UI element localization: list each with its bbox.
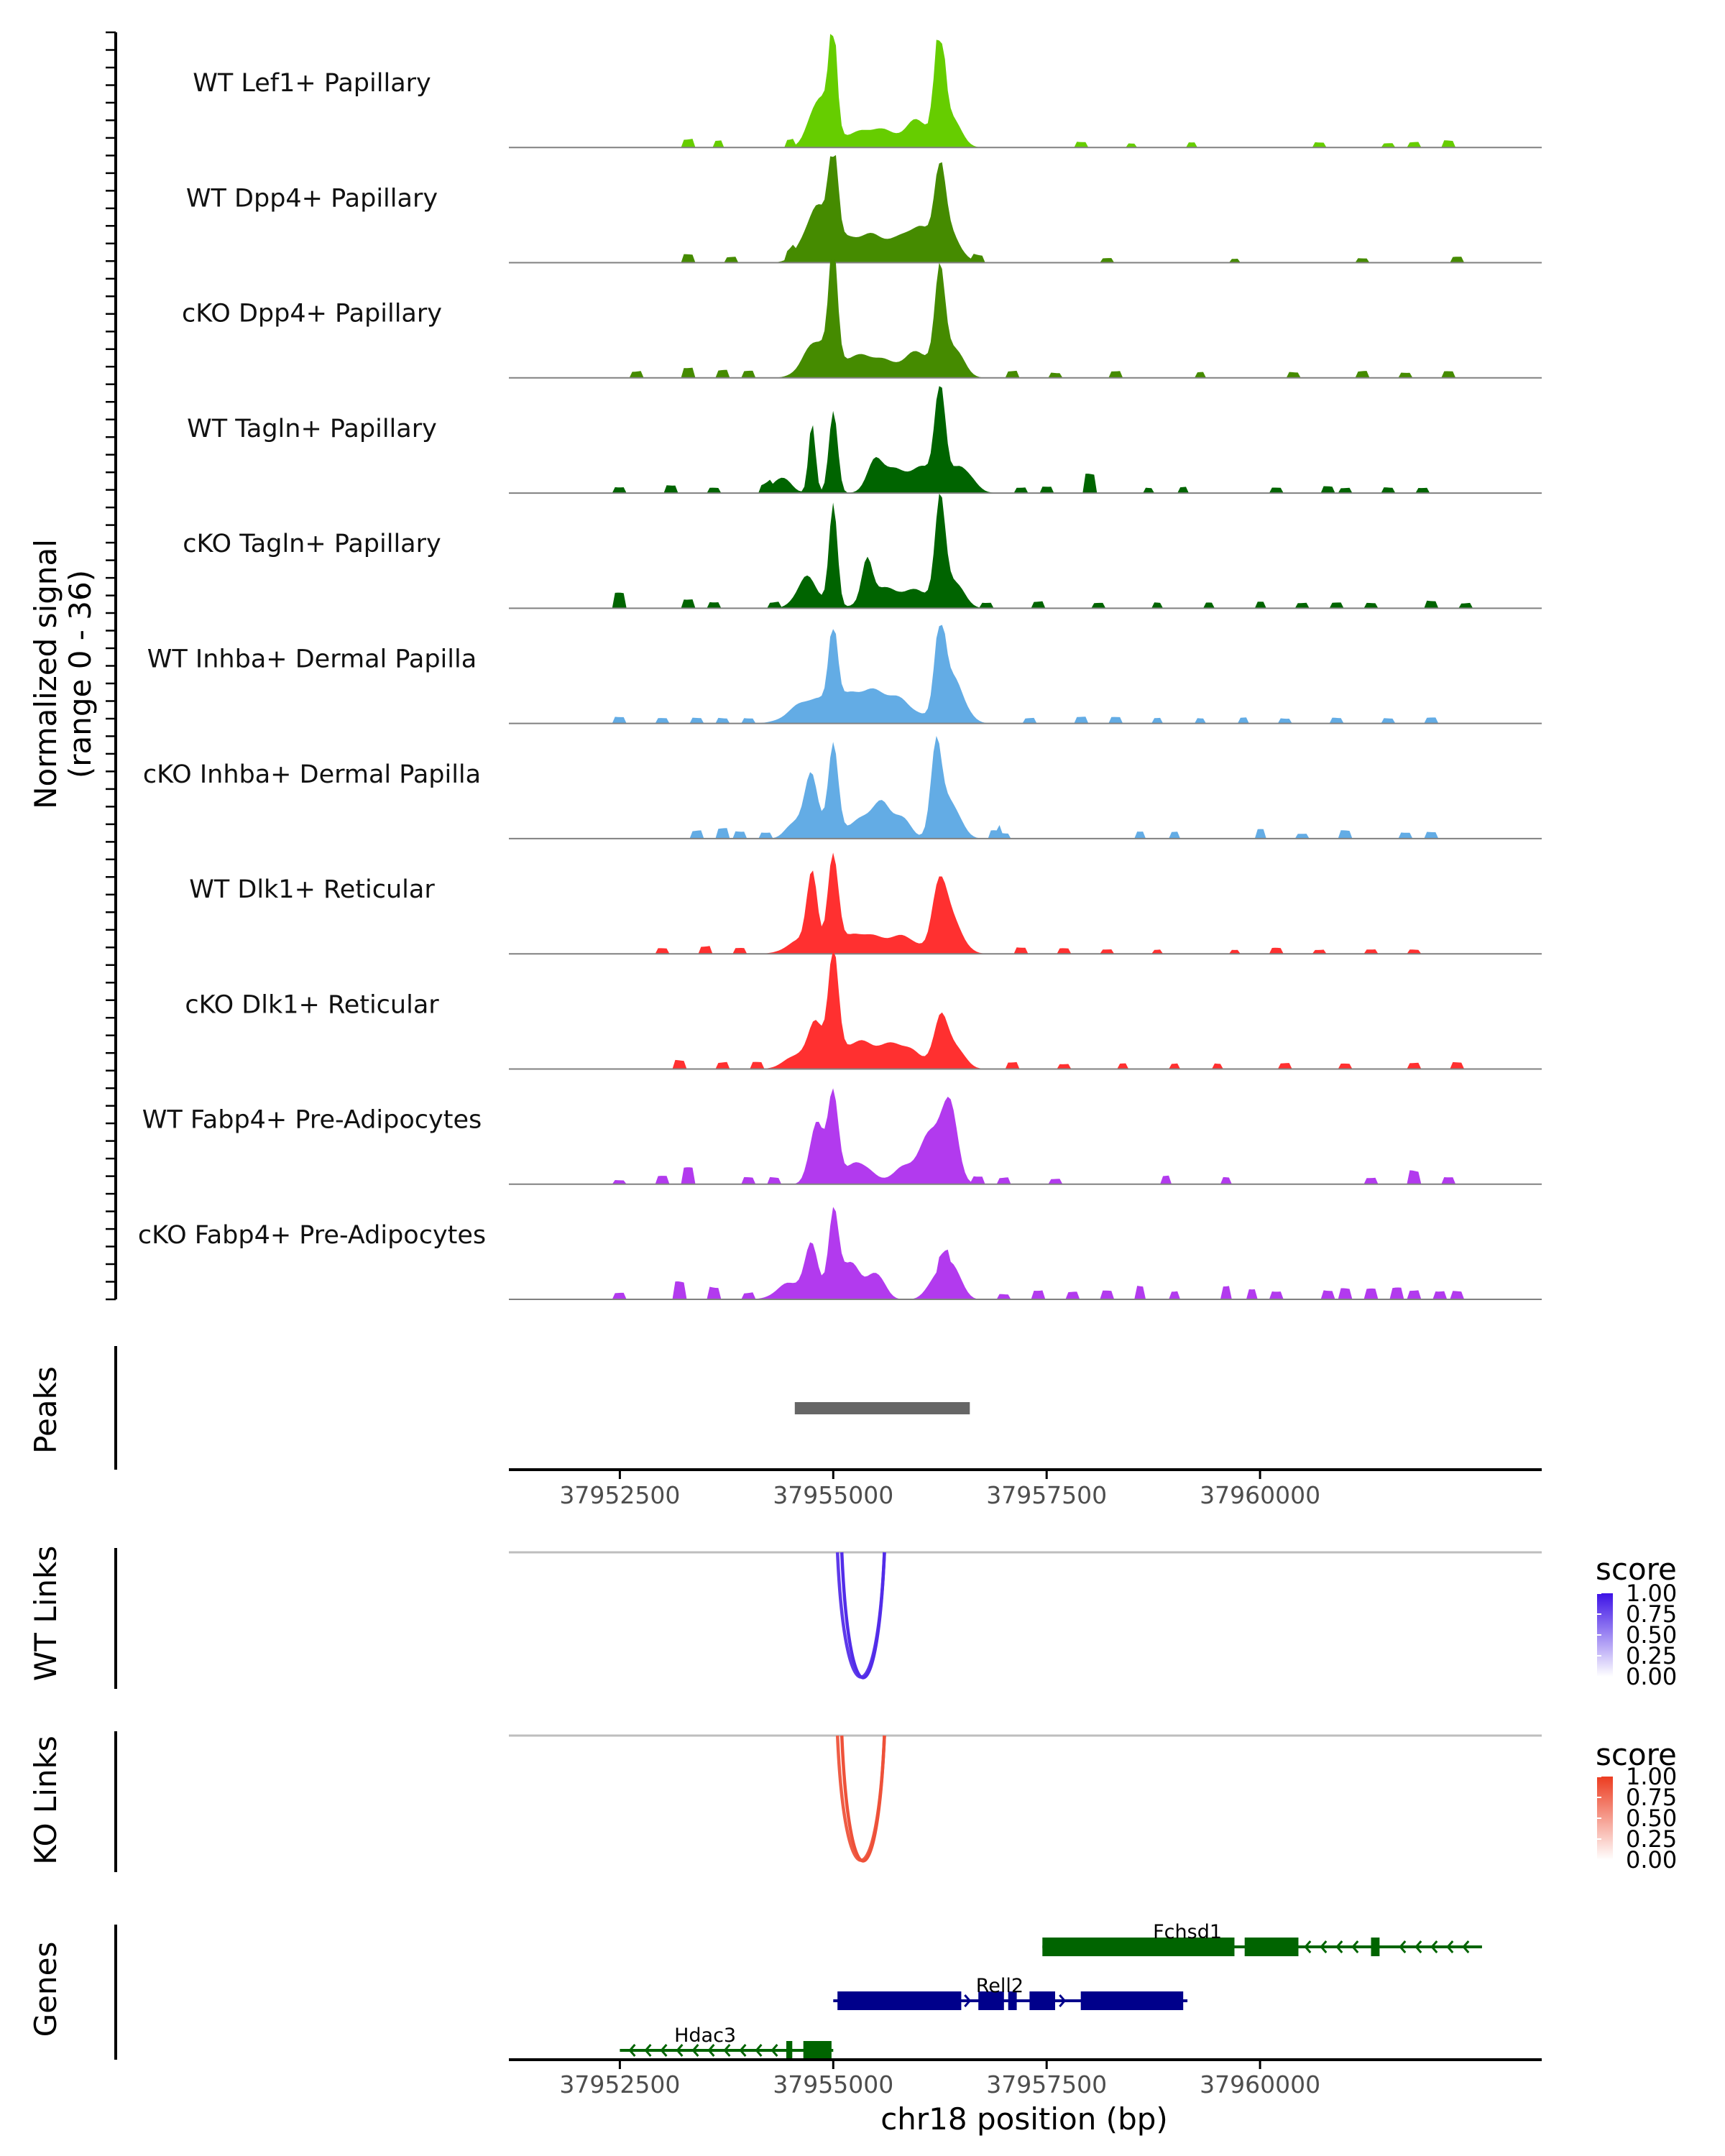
coverage-track-label: WT Lef1+ Papillary [193, 69, 431, 98]
link-arc [840, 1552, 886, 1680]
coverage-track-label: cKO Dpp4+ Papillary [182, 300, 442, 328]
peak-region [794, 1402, 970, 1414]
strand-chevron [1414, 1940, 1422, 1953]
position-axis-top: 37952500 37955000 37957500 37960000 [509, 1468, 1542, 1509]
gene-exon [1008, 1991, 1017, 2010]
strand-chevron [691, 2044, 699, 2057]
colorbar-tick-label: 1.00 [1626, 1580, 1677, 1607]
position-axis-bottom: 37952500 37955000 37957500 37960000 [509, 2058, 1542, 2099]
x-axis-title: chr18 position (bp) [880, 2101, 1168, 2137]
coverage-track: WT Lef1+ Papillary [193, 34, 1542, 149]
gene-exon [1080, 1991, 1184, 2010]
coverage-ylabel-line2: (range 0 - 36) [63, 570, 98, 778]
gene-exon [978, 1991, 1004, 2010]
coverage-track: WT Inhba+ Dermal Papilla [147, 625, 1542, 724]
colorbar-tick-label: 0.75 [1626, 1784, 1677, 1811]
genes-track-label: Genes [28, 1942, 63, 2037]
colorbar-tick-label: 0.00 [1626, 1846, 1677, 1874]
peaks-track-label: Peaks [28, 1366, 63, 1454]
coverage-track: cKO Tagln+ Papillary [183, 494, 1542, 609]
gene-exon [1029, 1991, 1055, 2010]
gene-model: Rell2 [833, 1975, 1188, 2010]
coverage-track-label: cKO Dlk1+ Reticular [185, 990, 439, 1019]
strand-chevron [1059, 1994, 1067, 2007]
links-panel: 1.000.750.500.250.001.000.750.500.250.00 [114, 1548, 1677, 1874]
coverage-track: WT Fabp4+ Pre-Adipocytes [142, 1088, 1542, 1185]
strand-chevron [628, 2044, 636, 2057]
colorbar-tick-label: 0.25 [1626, 1642, 1677, 1669]
colorbar-tick-label: 0.25 [1626, 1825, 1677, 1853]
gene-name-label: Hdac3 [674, 2024, 736, 2047]
coverage-track: cKO Fabp4+ Pre-Adipocytes [138, 1207, 1542, 1300]
coverage-track: cKO Dpp4+ Papillary [182, 258, 1542, 379]
x-axis-tick-label: 37960000 [1200, 1481, 1320, 1509]
coverage-track-label: WT Inhba+ Dermal Papilla [147, 645, 477, 674]
wt-score-legend-title: score [1596, 1552, 1677, 1587]
peaks-panel [114, 1346, 970, 1470]
colorbar-tick-label: 1.00 [1626, 1763, 1677, 1790]
x-axis-tick-label: 37960000 [1200, 2070, 1320, 2099]
strand-chevron [755, 2044, 763, 2057]
strand-chevron [1304, 1940, 1312, 1953]
strand-chevron [723, 2044, 731, 2057]
gene-exon [786, 2041, 793, 2060]
colorbar-tick-label: 0.50 [1626, 1805, 1677, 1832]
strand-chevron [676, 2044, 684, 2057]
colorbar-tick-label: 0.00 [1626, 1663, 1677, 1690]
wt-links-label: WT Links [28, 1546, 63, 1681]
gene-exon [837, 1991, 962, 2010]
strand-chevron [1335, 1940, 1343, 1953]
coverage-track-label: cKO Fabp4+ Pre-Adipocytes [138, 1221, 486, 1250]
genes-panel: Fchsd1 Rell2 Hdac3 [114, 1921, 1482, 2060]
gene-model: Hdac3 [620, 2024, 834, 2060]
x-axis-tick-label: 37957500 [986, 2070, 1107, 2099]
strand-chevron [964, 1994, 972, 2007]
ko-links-label: KO Links [28, 1736, 63, 1865]
coverage-ylabel-line1: Normalized signal [28, 539, 63, 809]
strand-chevron [1430, 1940, 1438, 1953]
strand-chevron [1351, 1940, 1359, 1953]
x-axis-tick-label: 37952500 [559, 2070, 680, 2099]
gene-exon [1244, 1938, 1299, 1956]
coverage-panel: WT Lef1+ Papillary WT Dpp4+ Papillary cKO … [106, 31, 1542, 1301]
coverage-track-label: cKO Tagln+ Papillary [183, 530, 441, 558]
strand-chevron [770, 2044, 778, 2057]
x-axis-tick-label: 37955000 [773, 1481, 893, 1509]
x-axis-tick-label: 37952500 [559, 1481, 680, 1509]
strand-chevron [1462, 1940, 1470, 1953]
x-axis-tick-label: 37955000 [773, 2070, 893, 2099]
coverage-track-label: WT Tagln+ Papillary [187, 415, 437, 443]
colorbar-tick-label: 0.75 [1626, 1600, 1677, 1628]
gene-exon [803, 2041, 832, 2060]
coverage-track: WT Tagln+ Papillary [187, 386, 1542, 494]
strand-chevron [739, 2044, 747, 2057]
coverage-track-label: WT Dpp4+ Papillary [186, 184, 438, 213]
coverage-track: WT Dlk1+ Reticular [189, 852, 1542, 955]
colorbar-tick-label: 0.50 [1626, 1621, 1677, 1649]
gene-exon [1042, 1938, 1235, 1956]
x-axis-tick-label: 37957500 [986, 1481, 1107, 1509]
strand-chevron [644, 2044, 652, 2057]
coverage-track-label: cKO Inhba+ Dermal Papilla [143, 760, 481, 789]
strand-chevron [1320, 1940, 1328, 1953]
strand-chevron [1446, 1940, 1454, 1953]
coverage-track-label: WT Fabp4+ Pre-Adipocytes [142, 1106, 482, 1135]
strand-chevron [707, 2044, 715, 2057]
link-arc [840, 1735, 886, 1863]
strand-chevron [660, 2044, 668, 2057]
gene-model: Fchsd1 [1042, 1921, 1482, 1956]
coverage-track: cKO Dlk1+ Reticular [185, 950, 1542, 1070]
gene-name-label: Fchsd1 [1153, 1921, 1222, 1943]
gene-exon [1371, 1938, 1380, 1956]
coverage-track-label: WT Dlk1+ Reticular [189, 875, 435, 904]
strand-chevron [1399, 1940, 1407, 1953]
gene-name-label: Rell2 [976, 1975, 1024, 1997]
ko-score-legend-title: score [1596, 1737, 1677, 1772]
coverage-track: cKO Inhba+ Dermal Papilla [143, 736, 1542, 839]
coverage-track: WT Dpp4+ Papillary [186, 155, 1542, 264]
